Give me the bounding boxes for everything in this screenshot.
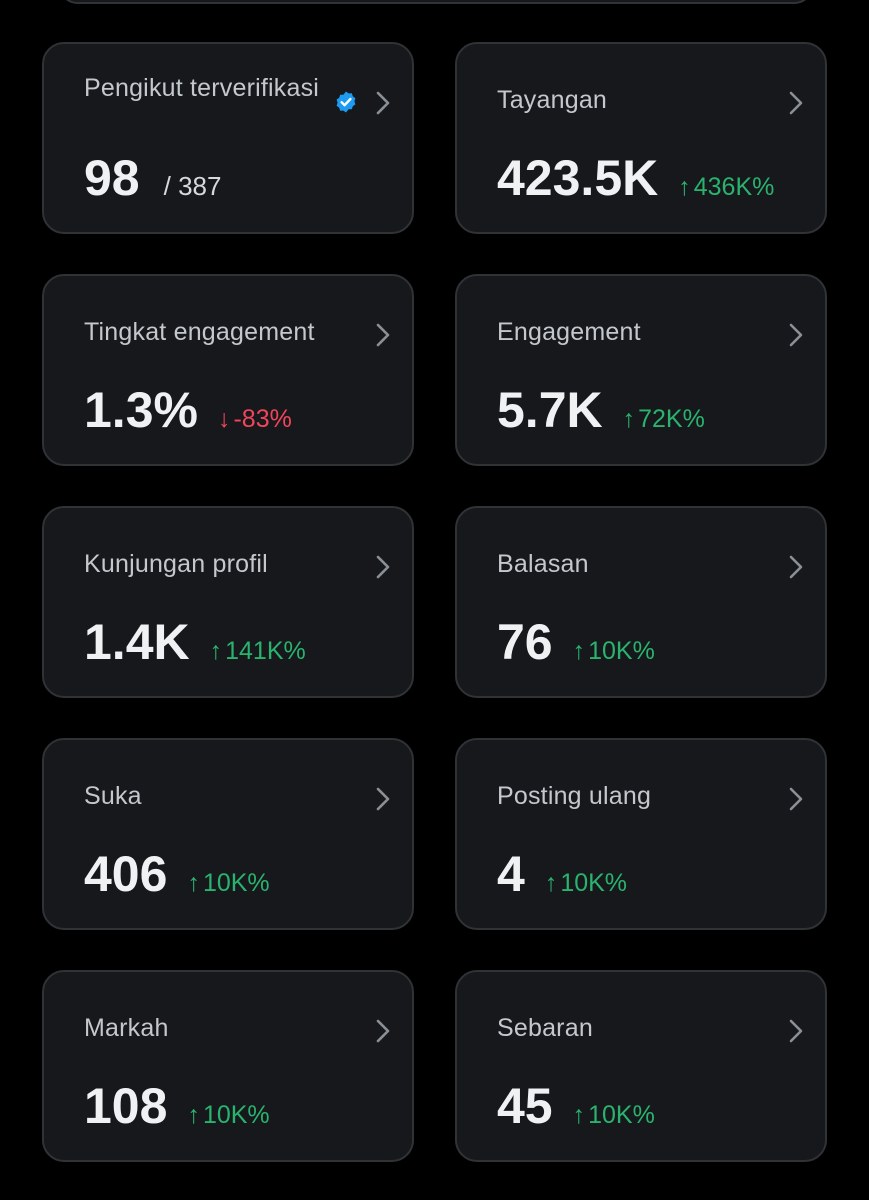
card-label: Kunjungan profil [84, 550, 268, 578]
card-label: Posting ulang [497, 782, 652, 810]
card-label: Tingkat engagement [84, 318, 315, 346]
metric-value: 406 [84, 846, 168, 902]
metric-value: 98 [84, 150, 140, 206]
card-bookmarks[interactable]: Markah 108 ↑ 10K% [42, 970, 414, 1162]
change-value: 436K% [693, 173, 775, 201]
metric-row: 5.7K ↑ 72K% [497, 380, 705, 440]
metric-row: 1.4K ↑ 141K% [84, 612, 306, 672]
change-value: 10K% [588, 637, 655, 665]
chevron-right-icon [376, 555, 390, 579]
arrow-up-icon: ↑ [544, 869, 558, 897]
change-indicator: ↑ 72K% [623, 405, 705, 434]
arrow-up-icon: ↑ [678, 173, 691, 201]
metric-row: 406 ↑ 10K% [84, 844, 270, 904]
change-indicator: ↑ 10K% [573, 1101, 655, 1130]
metric-value: 45 [497, 1078, 553, 1134]
metric-row: 108 ↑ 10K% [84, 1076, 270, 1136]
arrow-up-icon: ↑ [209, 637, 223, 665]
change-value: 10K% [202, 869, 270, 897]
chevron-right-icon [789, 1019, 803, 1043]
card-reposts[interactable]: Posting ulang 4 ↑ 10K% [455, 738, 827, 930]
arrow-up-icon: ↑ [622, 405, 636, 433]
card-likes[interactable]: Suka 406 ↑ 10K% [42, 738, 414, 930]
change-value: -83% [233, 405, 292, 433]
verified-badge-icon [336, 91, 356, 113]
metric-value: 1.4K [84, 614, 190, 670]
arrow-down-icon: ↓ [217, 405, 231, 433]
metric-value: 5.7K [497, 382, 603, 438]
change-indicator: ↑ 436K% [678, 173, 774, 202]
card-replies[interactable]: Balasan 76 ↑ 10K% [455, 506, 827, 698]
metric-value: 4 [497, 846, 525, 902]
card-label: Suka [84, 782, 142, 810]
card-shares[interactable]: Sebaran 45 ↑ 10K% [455, 970, 827, 1162]
change-value: 72K% [638, 405, 705, 433]
card-label: Engagement [497, 318, 641, 346]
card-label: Balasan [497, 550, 589, 578]
metric-value: 108 [84, 1078, 168, 1134]
arrow-up-icon: ↑ [572, 1101, 586, 1129]
change-indicator: ↑ 10K% [187, 1101, 269, 1130]
change-value: 10K% [588, 1101, 655, 1129]
chevron-right-icon [376, 787, 390, 811]
card-label: Markah [84, 1014, 169, 1042]
change-indicator: ↑ 10K% [545, 869, 627, 898]
metric-row: 76 ↑ 10K% [497, 612, 655, 672]
metric-value: 1.3% [84, 382, 198, 438]
card-engagements[interactable]: Engagement 5.7K ↑ 72K% [455, 274, 827, 466]
card-engagement-rate[interactable]: Tingkat engagement 1.3% ↓ -83% [42, 274, 414, 466]
card-impressions[interactable]: Tayangan 423.5K ↑ 436K% [455, 42, 827, 234]
chevron-right-icon [789, 787, 803, 811]
chevron-right-icon [376, 91, 390, 115]
change-value: 10K% [560, 869, 628, 897]
metric-row: 4 ↑ 10K% [497, 844, 627, 904]
previous-card-edge [58, 0, 814, 4]
card-label: Pengikut terverifikasi [84, 74, 320, 102]
change-indicator: ↑ 141K% [210, 637, 306, 666]
chevron-right-icon [789, 323, 803, 347]
analytics-grid: Pengikut terverifikasi 98 / 387 Tayangan… [42, 42, 827, 1162]
metric-value: 76 [497, 614, 553, 670]
chevron-right-icon [376, 323, 390, 347]
metric-total: / 387 [163, 171, 222, 201]
metric-row: 1.3% ↓ -83% [84, 380, 292, 440]
metric-row: 45 ↑ 10K% [497, 1076, 655, 1136]
arrow-up-icon: ↑ [572, 637, 586, 665]
change-value: 141K% [225, 637, 306, 665]
arrow-up-icon: ↑ [187, 1101, 200, 1129]
metric-row: 423.5K ↑ 436K% [497, 148, 774, 208]
card-label: Sebaran [497, 1014, 593, 1042]
change-indicator: ↑ 10K% [187, 869, 269, 898]
card-verified-followers[interactable]: Pengikut terverifikasi 98 / 387 [42, 42, 414, 234]
change-value: 10K% [202, 1101, 270, 1129]
chevron-right-icon [376, 1019, 390, 1043]
arrow-up-icon: ↑ [187, 869, 200, 897]
metric-row: 98 / 387 [84, 148, 221, 208]
change-indicator: ↑ 10K% [573, 637, 655, 666]
change-indicator: ↓ -83% [218, 405, 292, 434]
chevron-right-icon [789, 91, 803, 115]
card-profile-visits[interactable]: Kunjungan profil 1.4K ↑ 141K% [42, 506, 414, 698]
card-label: Tayangan [497, 86, 608, 114]
chevron-right-icon [789, 555, 803, 579]
metric-value: 423.5K [497, 150, 659, 206]
